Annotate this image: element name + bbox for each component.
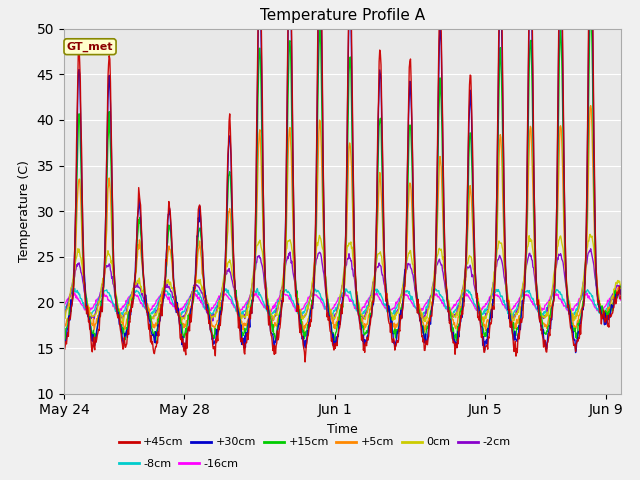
X-axis label: Time: Time [327,423,358,436]
Legend: -8cm, -16cm: -8cm, -16cm [114,455,243,474]
Title: Temperature Profile A: Temperature Profile A [260,9,425,24]
Text: GT_met: GT_met [67,42,113,52]
Y-axis label: Temperature (C): Temperature (C) [18,160,31,262]
